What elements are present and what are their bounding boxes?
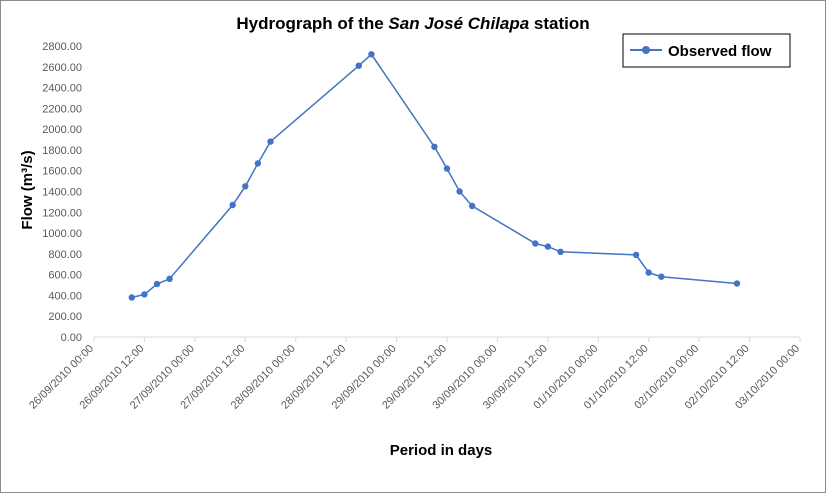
- data-point: [229, 201, 236, 209]
- data-point: [658, 273, 665, 280]
- y-tick-label: 2800.00: [42, 41, 82, 53]
- y-tick-label: 1400.00: [42, 187, 82, 199]
- y-tick-label: 600.00: [48, 270, 82, 282]
- data-point: [456, 188, 463, 195]
- y-tick-label: 1000.00: [42, 228, 82, 240]
- y-tick-label: 1200.00: [42, 207, 82, 219]
- data-point: [153, 280, 161, 288]
- chart-title-station: San José Chilapa: [388, 14, 529, 33]
- y-tick-label: 1600.00: [42, 166, 82, 178]
- data-point: [557, 248, 564, 255]
- legend: Observed flow: [622, 33, 791, 68]
- data-point: [443, 165, 451, 172]
- chart-title-suffix: station: [529, 14, 589, 33]
- y-tick-label: 2600.00: [42, 62, 82, 74]
- y-tick-label: 2000.00: [42, 124, 82, 136]
- series-line: [131, 53, 738, 299]
- legend-label: Observed flow: [668, 43, 772, 60]
- data-point: [469, 202, 476, 210]
- series-layer: [128, 51, 741, 301]
- y-tick-label: 2400.00: [42, 83, 82, 95]
- y-tick-label: 2200.00: [42, 103, 82, 115]
- data-point: [355, 62, 362, 69]
- data-point: [733, 280, 741, 287]
- data-point: [166, 275, 173, 282]
- x-axis-title: Period in days: [390, 442, 493, 459]
- data-point: [544, 243, 552, 250]
- data-point: [141, 291, 148, 298]
- data-point: [431, 143, 438, 150]
- y-axis-title: Flow (m³/s): [19, 150, 36, 229]
- y-tick-label: 200.00: [48, 311, 82, 323]
- data-point: [254, 160, 262, 167]
- y-tick-label: 400.00: [48, 290, 82, 302]
- chart-title-prefix: Hydrograph of the: [236, 14, 388, 33]
- data-point: [242, 183, 249, 190]
- data-point: [368, 51, 375, 58]
- data-point: [267, 138, 274, 145]
- data-point: [532, 240, 539, 247]
- legend-marker: [642, 46, 650, 54]
- data-point: [645, 269, 652, 276]
- chart-title: Hydrograph of the San José Chilapa stati…: [236, 14, 589, 33]
- y-axis-ticks: 0.00 200.00 400.00 600.00 800.00 1000.00 1200.…: [42, 41, 82, 344]
- data-point: [128, 294, 135, 301]
- y-tick-label: 0.00: [61, 332, 82, 344]
- y-tick-label: 800.00: [48, 249, 82, 261]
- data-point: [632, 251, 640, 259]
- y-tick-label: 1800.00: [42, 145, 82, 157]
